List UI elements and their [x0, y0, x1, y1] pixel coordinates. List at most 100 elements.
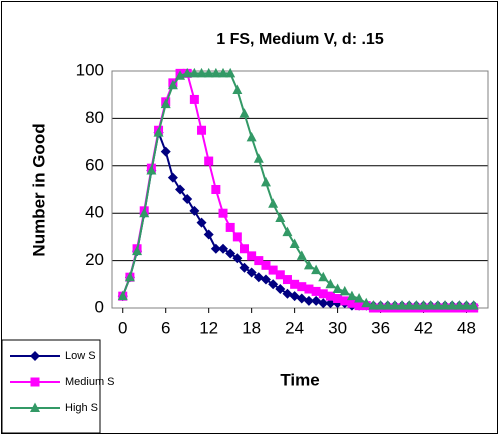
- marker: [375, 300, 386, 310]
- plot-border: [111, 70, 489, 309]
- marker: [275, 212, 286, 222]
- marker: [297, 282, 307, 292]
- legend-label: High S: [65, 402, 98, 414]
- marker: [275, 270, 285, 280]
- marker: [218, 243, 229, 254]
- y-axis-title: Number in Good: [29, 123, 48, 256]
- marker: [425, 300, 436, 310]
- marker: [347, 298, 357, 308]
- marker: [447, 300, 458, 310]
- marker: [333, 294, 343, 304]
- x-axis-title: Time: [280, 370, 319, 389]
- marker: [303, 259, 314, 270]
- marker: [346, 290, 357, 301]
- marker: [167, 79, 178, 90]
- marker: [418, 300, 429, 310]
- marker: [189, 205, 200, 216]
- marker: [318, 289, 328, 299]
- y-tick-label: 40: [85, 203, 104, 222]
- x-tick-label: 18: [242, 318, 261, 337]
- legend-marker: [30, 351, 40, 361]
- marker: [253, 153, 264, 163]
- marker: [218, 208, 228, 218]
- marker: [247, 251, 257, 261]
- x-tick-label: 48: [457, 318, 476, 337]
- marker: [290, 279, 300, 289]
- marker: [325, 291, 335, 301]
- marker: [261, 260, 271, 270]
- marker: [361, 297, 372, 308]
- marker: [153, 127, 164, 137]
- x-tick-label: 12: [199, 318, 218, 337]
- marker: [332, 283, 343, 294]
- marker: [304, 284, 314, 294]
- marker: [397, 300, 408, 310]
- marker: [232, 232, 242, 242]
- x-tick-label: 42: [414, 318, 433, 337]
- y-tick-label: 80: [85, 108, 104, 127]
- y-tick-label: 0: [95, 297, 104, 316]
- y-tick-label: 100: [76, 60, 104, 79]
- marker: [160, 146, 171, 157]
- marker: [204, 156, 214, 166]
- marker: [196, 67, 207, 78]
- marker: [182, 67, 193, 78]
- y-tick-label: 60: [85, 155, 104, 174]
- marker: [182, 193, 193, 204]
- marker: [325, 298, 336, 309]
- marker: [432, 300, 443, 310]
- marker: [454, 300, 465, 310]
- marker: [232, 253, 243, 264]
- marker: [368, 300, 379, 310]
- marker: [167, 172, 178, 183]
- marker: [440, 300, 451, 310]
- marker: [289, 238, 300, 249]
- marker: [117, 290, 128, 301]
- x-tick-label: 30: [328, 318, 347, 337]
- marker: [218, 67, 229, 78]
- marker: [268, 279, 279, 290]
- marker: [210, 243, 221, 254]
- marker: [282, 275, 292, 285]
- marker: [211, 185, 221, 194]
- y-tick-label: 20: [85, 250, 104, 269]
- marker: [318, 271, 329, 282]
- marker: [275, 284, 286, 295]
- marker: [232, 84, 243, 94]
- marker: [354, 293, 365, 303]
- marker: [225, 248, 236, 259]
- marker: [325, 278, 336, 289]
- marker: [210, 67, 221, 78]
- marker: [175, 184, 186, 195]
- marker: [124, 271, 135, 282]
- marker: [268, 198, 279, 208]
- marker: [339, 285, 350, 296]
- marker: [318, 298, 329, 309]
- marker: [461, 300, 472, 310]
- x-tick-label: 36: [371, 318, 390, 337]
- marker: [203, 229, 214, 240]
- marker: [239, 244, 249, 254]
- marker: [404, 300, 415, 310]
- legend-marker: [30, 402, 40, 412]
- x-tick-label: 0: [118, 318, 127, 337]
- chart-title: 1 FS, Medium V, d: .15: [216, 31, 384, 48]
- marker: [303, 295, 314, 306]
- marker: [282, 226, 293, 237]
- marker: [189, 67, 200, 78]
- marker: [196, 217, 207, 228]
- marker: [411, 300, 422, 310]
- marker: [340, 296, 350, 306]
- marker: [146, 165, 157, 175]
- x-tick-label: 6: [161, 318, 170, 337]
- marker: [197, 125, 207, 135]
- marker: [311, 286, 321, 296]
- marker: [260, 274, 271, 285]
- legend-label: Low S: [65, 350, 96, 362]
- marker: [203, 67, 214, 78]
- x-tick-label: 24: [285, 318, 304, 337]
- marker: [160, 98, 171, 109]
- marker: [239, 262, 250, 273]
- marker: [225, 222, 235, 232]
